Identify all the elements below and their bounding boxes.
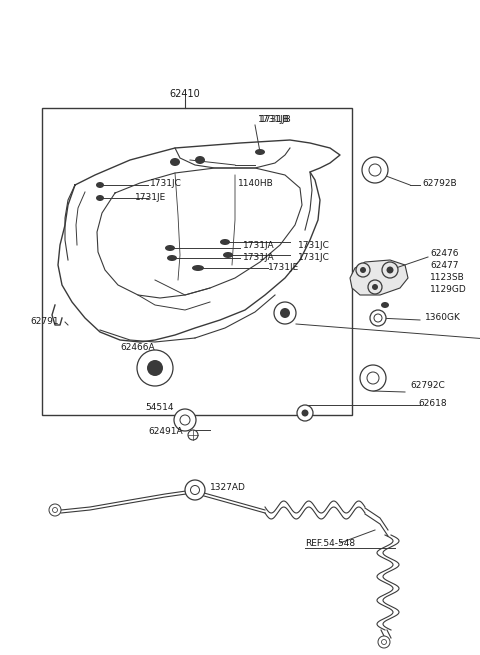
Text: 62792C: 62792C [410, 381, 445, 390]
Ellipse shape [96, 182, 104, 188]
Circle shape [368, 280, 382, 294]
Text: 1731JC: 1731JC [150, 179, 182, 187]
Circle shape [274, 302, 296, 324]
Text: 1731JC: 1731JC [298, 253, 330, 263]
Circle shape [356, 263, 370, 277]
Ellipse shape [223, 252, 233, 258]
Text: 1129GD: 1129GD [430, 286, 467, 295]
Circle shape [382, 262, 398, 278]
Ellipse shape [170, 158, 180, 166]
Ellipse shape [96, 195, 104, 201]
Ellipse shape [220, 239, 230, 245]
Text: 1731JE: 1731JE [268, 263, 299, 272]
Circle shape [378, 636, 390, 648]
Bar [42, 108, 352, 415]
Text: 1731JA: 1731JA [243, 240, 275, 250]
Ellipse shape [167, 255, 177, 261]
Circle shape [362, 157, 388, 183]
Text: REF.54-548: REF.54-548 [305, 538, 355, 548]
Ellipse shape [255, 149, 265, 155]
Ellipse shape [195, 156, 205, 164]
Text: 62791: 62791 [30, 318, 59, 326]
Text: 1327AD: 1327AD [210, 483, 246, 493]
Text: 62792B: 62792B [422, 179, 456, 187]
Circle shape [280, 308, 290, 318]
Text: 62476: 62476 [430, 250, 458, 259]
Circle shape [360, 267, 366, 273]
Text: 1731JA: 1731JA [243, 253, 275, 263]
Circle shape [386, 267, 394, 274]
Circle shape [147, 360, 163, 376]
Circle shape [297, 405, 313, 421]
Circle shape [301, 409, 309, 417]
Text: 1731JB: 1731JB [260, 115, 292, 124]
Text: 62491A: 62491A [148, 428, 182, 436]
Text: 1140HB: 1140HB [238, 179, 274, 187]
Circle shape [137, 350, 173, 386]
Circle shape [370, 310, 386, 326]
Text: 1731JE: 1731JE [135, 193, 166, 202]
Circle shape [188, 430, 198, 440]
Circle shape [185, 480, 205, 500]
Text: 62410: 62410 [169, 89, 200, 99]
Circle shape [372, 284, 378, 290]
Polygon shape [350, 260, 408, 295]
Text: 1360GK: 1360GK [425, 314, 461, 322]
Text: 1731JB: 1731JB [258, 115, 290, 124]
Circle shape [49, 504, 61, 516]
Ellipse shape [165, 245, 175, 251]
Text: 1123SB: 1123SB [430, 274, 465, 282]
Ellipse shape [192, 265, 204, 271]
Circle shape [174, 409, 196, 431]
Circle shape [360, 365, 386, 391]
Text: 62618: 62618 [418, 398, 446, 407]
Text: 62466A: 62466A [120, 343, 155, 352]
Text: 54514: 54514 [145, 403, 173, 413]
Ellipse shape [381, 302, 389, 308]
Text: 62477: 62477 [430, 261, 458, 271]
Text: 1731JC: 1731JC [298, 240, 330, 250]
